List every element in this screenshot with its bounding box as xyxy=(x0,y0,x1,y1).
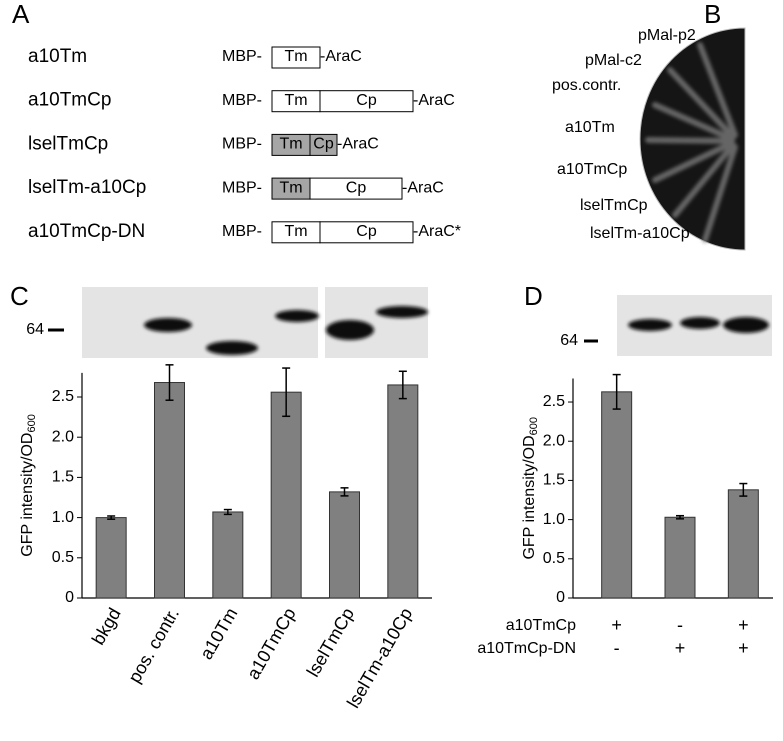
domain-box xyxy=(271,46,321,69)
x-tick-label: lselTmCp xyxy=(303,604,358,680)
bar xyxy=(664,516,696,599)
domain-label: Cp xyxy=(313,136,334,153)
construct-name: a10Tm xyxy=(28,46,87,67)
y-tick-label: 1.0 xyxy=(52,509,74,526)
condition-sign: + xyxy=(738,615,749,635)
marker-label: 64 xyxy=(560,332,578,349)
plate-label: pMal-c2 xyxy=(585,52,642,69)
error-bar xyxy=(398,370,407,400)
bar xyxy=(601,391,633,599)
y-tick-label: 2.0 xyxy=(543,432,565,449)
panel-label: A xyxy=(12,0,30,29)
error-bar xyxy=(340,487,349,497)
x-tick-label: a10Tm xyxy=(196,604,241,663)
construct-prefix: MBP- xyxy=(222,48,262,65)
plate-label: a10Tm xyxy=(565,119,615,136)
marker-label: 64 xyxy=(26,321,44,338)
domain-box xyxy=(319,90,414,113)
error-bar xyxy=(282,367,291,418)
x-tick-label: pos. contr. xyxy=(124,604,183,686)
domain-label: Cp xyxy=(356,223,377,240)
x-tick-label: bkgd xyxy=(88,604,125,648)
construct-prefix: MBP- xyxy=(222,92,262,109)
plate-label: pos.contr. xyxy=(552,77,621,94)
condition-name: a10TmCp xyxy=(506,617,576,634)
construct-suffix: -AraC* xyxy=(413,223,461,240)
y-axis-label: GFP intensity/OD600 xyxy=(19,414,38,557)
domain-label: Tm xyxy=(284,223,307,240)
domain-label: Tm xyxy=(279,136,302,153)
panel-label: D xyxy=(524,281,543,311)
bar xyxy=(95,517,127,599)
domain-label: Tm xyxy=(284,92,307,109)
panel-label: C xyxy=(10,281,29,311)
error-bar xyxy=(107,515,116,520)
plate-label: a10TmCp xyxy=(557,161,627,178)
condition-sign: + xyxy=(675,638,686,658)
plate-label: lselTm-a10Cp xyxy=(590,225,690,242)
domain-label: Tm xyxy=(284,48,307,65)
construct-suffix: -AraC xyxy=(320,48,362,65)
y-tick-label: 0 xyxy=(556,589,565,606)
construct-suffix: -AraC xyxy=(413,92,455,109)
y-tick-label: 1.5 xyxy=(543,472,565,489)
domain-label: Tm xyxy=(279,179,302,196)
bar xyxy=(154,382,185,599)
blot xyxy=(584,295,772,356)
y-tick-label: 2.0 xyxy=(52,428,74,445)
y-tick-label: 0.5 xyxy=(543,550,565,567)
error-bar xyxy=(676,514,684,520)
construct-name: a10TmCp xyxy=(28,90,111,111)
x-tick-label: a10TmCp xyxy=(243,604,300,682)
error-bar xyxy=(612,373,621,410)
construct-suffix: -AraC xyxy=(402,179,444,196)
bar xyxy=(212,511,244,599)
domain-label: Cp xyxy=(356,92,377,109)
domain-box xyxy=(309,133,338,156)
y-label-main: GFP intensity/OD xyxy=(521,435,538,559)
construct-name: lselTm-a10Cp xyxy=(28,177,146,198)
bar xyxy=(329,491,360,599)
plate-label: pMal-p2 xyxy=(638,27,696,44)
domain-box xyxy=(309,177,403,200)
y-tick-label: 1.5 xyxy=(52,469,74,486)
condition-sign: - xyxy=(614,638,620,658)
condition-sign: - xyxy=(677,615,683,635)
y-tick-label: 2.5 xyxy=(543,393,565,410)
domain-box xyxy=(319,221,414,244)
y-tick-label: 2.5 xyxy=(52,388,74,405)
error-bar xyxy=(739,482,748,497)
panel-label: B xyxy=(704,0,721,29)
condition-sign: + xyxy=(611,615,622,635)
y-tick-label: 1.0 xyxy=(543,511,565,528)
bar xyxy=(387,384,419,599)
plate-label: lselTmCp xyxy=(580,197,648,214)
blot xyxy=(48,287,428,358)
y-label-main: GFP intensity/OD xyxy=(19,433,36,557)
bar xyxy=(727,489,759,599)
construct-prefix: MBP- xyxy=(222,223,262,240)
y-label-sub: 600 xyxy=(26,414,38,432)
error-bar xyxy=(165,364,174,401)
domain-label: Cp xyxy=(346,179,367,196)
error-bar xyxy=(223,508,232,516)
y-tick-label: 0.5 xyxy=(52,549,74,566)
y-label-sub: 600 xyxy=(528,417,540,435)
construct-name: lselTmCp xyxy=(28,133,108,154)
y-axis-label: GFP intensity/OD600 xyxy=(521,417,540,560)
condition-sign: + xyxy=(738,638,749,658)
condition-name: a10TmCp-DN xyxy=(477,640,576,657)
construct-name: a10TmCp-DN xyxy=(28,221,145,242)
y-tick-label: 0 xyxy=(65,589,74,606)
bar xyxy=(270,391,302,599)
plate xyxy=(639,27,746,251)
construct-prefix: MBP- xyxy=(222,136,262,153)
construct-prefix: MBP- xyxy=(222,179,262,196)
construct-suffix: -AraC xyxy=(337,136,379,153)
